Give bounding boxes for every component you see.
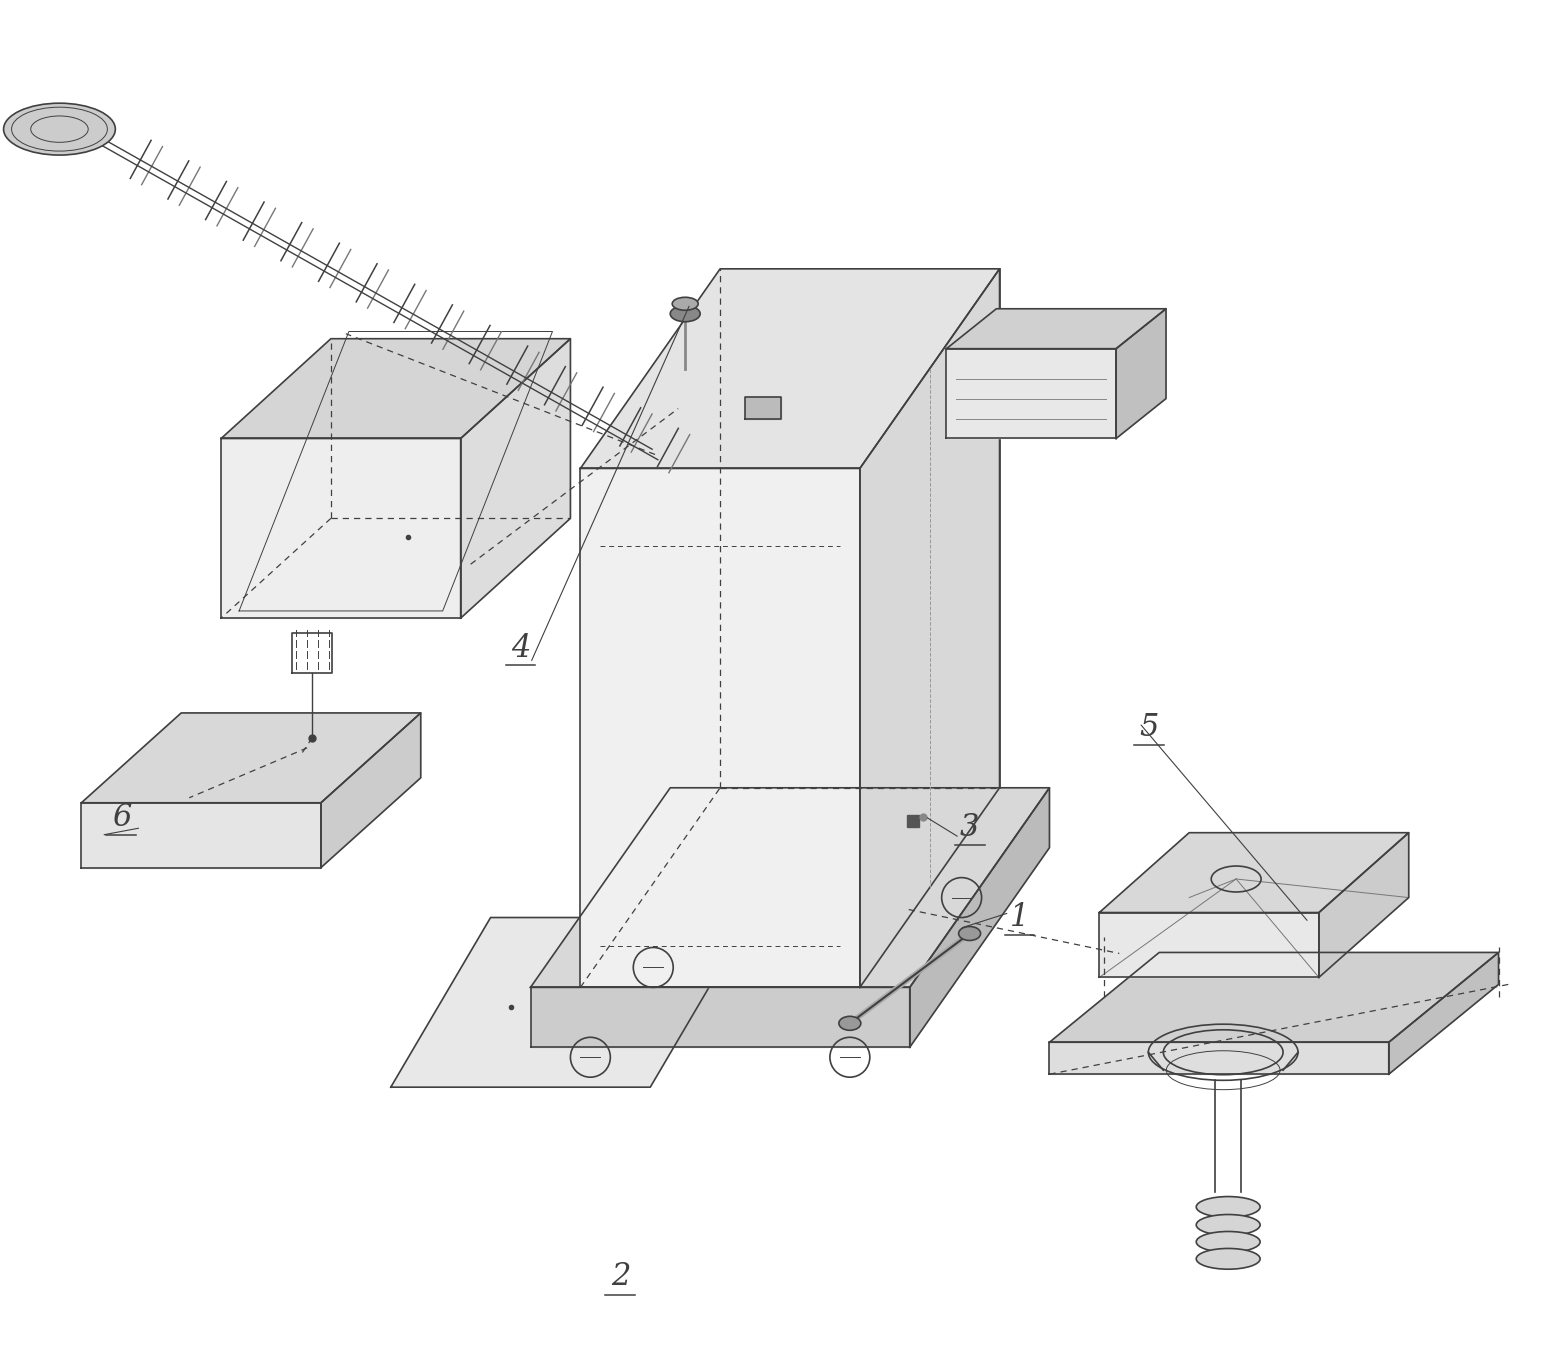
Polygon shape: [531, 988, 909, 1048]
Polygon shape: [947, 349, 1116, 439]
Text: 6: 6: [112, 802, 131, 833]
Text: 3: 3: [961, 813, 979, 843]
Ellipse shape: [839, 1016, 861, 1030]
Polygon shape: [221, 339, 570, 439]
Polygon shape: [1099, 912, 1319, 977]
Polygon shape: [391, 918, 750, 1088]
Polygon shape: [581, 468, 859, 988]
Polygon shape: [461, 339, 570, 618]
Text: 1: 1: [1010, 902, 1029, 933]
Polygon shape: [1116, 309, 1166, 439]
Ellipse shape: [1196, 1197, 1260, 1218]
Polygon shape: [221, 439, 461, 618]
Text: 4: 4: [511, 632, 531, 663]
Ellipse shape: [1196, 1215, 1260, 1235]
Polygon shape: [81, 713, 420, 803]
Polygon shape: [581, 269, 1000, 468]
Text: 2: 2: [610, 1261, 631, 1293]
Polygon shape: [947, 309, 1166, 349]
Polygon shape: [1049, 952, 1498, 1042]
Ellipse shape: [1196, 1249, 1260, 1270]
Polygon shape: [859, 269, 1000, 988]
Ellipse shape: [959, 926, 981, 940]
Ellipse shape: [673, 297, 698, 311]
Ellipse shape: [1196, 1231, 1260, 1252]
Ellipse shape: [3, 103, 115, 155]
Polygon shape: [909, 788, 1049, 1048]
Polygon shape: [81, 803, 321, 867]
Polygon shape: [321, 713, 420, 867]
Ellipse shape: [670, 306, 701, 321]
Polygon shape: [1319, 833, 1409, 977]
Polygon shape: [1049, 1042, 1389, 1074]
Polygon shape: [1099, 833, 1409, 912]
Polygon shape: [746, 397, 782, 419]
Polygon shape: [531, 788, 1049, 988]
Text: 5: 5: [1140, 713, 1158, 743]
Polygon shape: [1389, 952, 1498, 1074]
